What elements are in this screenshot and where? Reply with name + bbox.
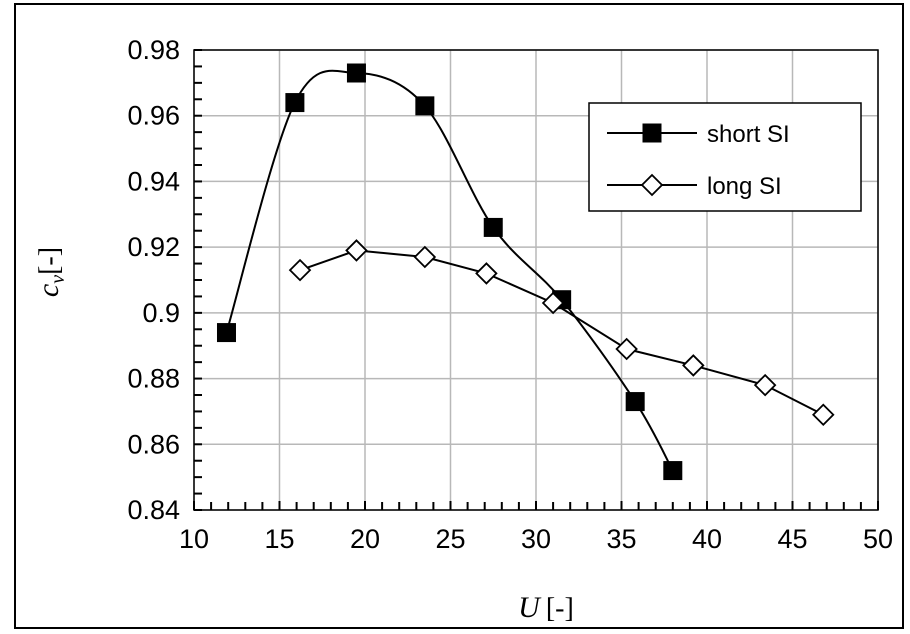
y-axis-title-subscript: v — [47, 275, 69, 284]
x-tick-label: 45 — [777, 524, 807, 554]
y-tick-label: 0.94 — [127, 166, 180, 196]
y-tick-labels: 0.84 0.86 0.88 0.9 0.92 0.94 0.96 0.98 — [127, 35, 180, 525]
legend-label: short SI — [707, 121, 790, 148]
data-point — [413, 245, 437, 269]
series-short-si — [216, 63, 683, 481]
x-tick-label: 15 — [264, 524, 294, 554]
series-line — [299, 249, 824, 416]
legend-box — [588, 102, 862, 212]
data-point — [483, 217, 503, 237]
y-tick-label: 0.84 — [127, 495, 180, 525]
x-tick-label: 40 — [692, 524, 722, 554]
data-point — [415, 96, 435, 116]
data-point — [345, 239, 368, 262]
series-line — [225, 69, 674, 472]
data-point — [625, 392, 645, 412]
data-point — [288, 258, 312, 282]
y-tick-label: 0.98 — [127, 35, 180, 65]
legend: short SI long SI — [588, 102, 862, 212]
y-tick-label: 0.96 — [127, 101, 180, 131]
x-axis-title: U [-] — [518, 591, 574, 624]
y-tick-label: 0.92 — [127, 232, 180, 262]
chart-frame: 10 15 20 25 30 35 40 45 50 0.84 0.86 0.88 0.9 0.92 0.… — [14, 3, 904, 629]
legend-item: long SI — [607, 173, 782, 200]
y-axis-title: cv[-] — [32, 247, 69, 297]
data-point — [812, 403, 835, 426]
y-tick-label: 0.88 — [127, 364, 180, 394]
series-layer — [216, 63, 835, 481]
series-long-si — [288, 239, 835, 426]
data-point — [682, 354, 705, 377]
x-tick-label: 35 — [606, 524, 636, 554]
x-tick-label: 20 — [350, 524, 380, 554]
x-axis-title-unit: [-] — [546, 593, 574, 624]
minor-ticks — [193, 49, 879, 511]
x-tick-label: 25 — [435, 524, 465, 554]
x-tick-label: 30 — [521, 524, 551, 554]
data-point — [753, 373, 777, 397]
data-point — [475, 262, 498, 285]
legend-item: short SI — [607, 121, 790, 148]
data-point — [346, 63, 366, 83]
y-tick-label: 0.9 — [142, 298, 180, 328]
y-axis-title-unit: [-] — [34, 247, 65, 275]
data-point — [285, 93, 305, 113]
data-point — [541, 291, 565, 315]
data-point — [663, 461, 683, 481]
legend-marker — [640, 173, 664, 197]
data-point — [216, 323, 236, 343]
legend-marker — [642, 123, 662, 143]
y-tick-label: 0.86 — [127, 429, 180, 459]
x-tick-labels: 10 15 20 25 30 35 40 45 50 — [179, 524, 893, 554]
chart: 10 15 20 25 30 35 40 45 50 0.840.860.880.90.920.… — [32, 35, 893, 624]
data-point — [615, 337, 638, 361]
x-tick-label: 50 — [863, 524, 893, 554]
y-axis-title-symbol: c — [32, 284, 65, 297]
x-axis-title-symbol: U — [518, 591, 542, 624]
x-tick-label: 10 — [179, 524, 209, 554]
legend-label: long SI — [707, 173, 782, 200]
